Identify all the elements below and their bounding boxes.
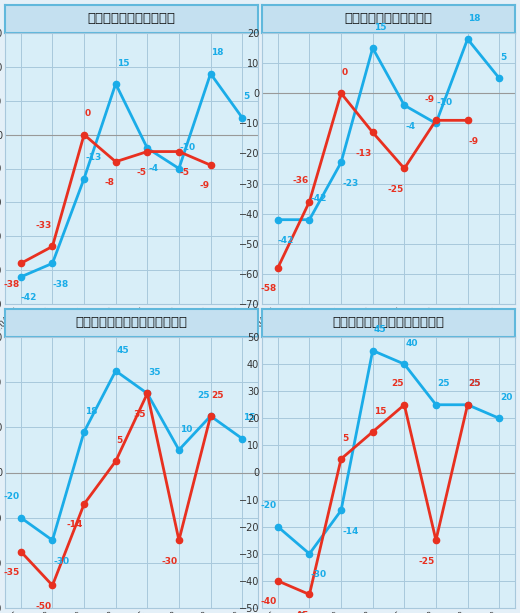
Text: 40: 40 xyxy=(405,339,418,348)
Text: -30: -30 xyxy=(54,557,70,566)
Text: 25: 25 xyxy=(469,379,481,389)
Text: -40: -40 xyxy=(261,597,277,606)
Text: 15: 15 xyxy=(116,59,129,67)
Text: 25: 25 xyxy=(469,379,481,389)
Text: -58: -58 xyxy=(261,284,277,293)
Text: -9: -9 xyxy=(425,95,435,104)
Text: -4: -4 xyxy=(148,164,159,173)
Text: -45: -45 xyxy=(292,611,308,613)
Text: 0: 0 xyxy=(342,68,348,77)
Text: -35: -35 xyxy=(4,568,20,577)
Text: -9: -9 xyxy=(200,181,210,191)
Text: -42: -42 xyxy=(21,293,37,302)
Text: 45: 45 xyxy=(116,346,129,354)
Text: 20: 20 xyxy=(500,393,513,402)
Text: -30: -30 xyxy=(310,570,327,579)
Text: -20: -20 xyxy=(4,492,20,501)
Text: 0: 0 xyxy=(85,109,91,118)
Text: -30: -30 xyxy=(162,557,178,566)
Text: -25: -25 xyxy=(387,185,404,194)
Text: 5: 5 xyxy=(116,436,123,445)
Text: 15: 15 xyxy=(374,23,386,32)
Text: 35: 35 xyxy=(134,409,146,419)
Text: -33: -33 xyxy=(35,221,51,230)
Text: 15: 15 xyxy=(243,413,256,422)
Text: ２－３階建て賃貸住宅受注戸数: ２－３階建て賃貸住宅受注戸数 xyxy=(75,316,188,330)
Text: 18: 18 xyxy=(469,13,481,23)
Text: -13: -13 xyxy=(356,148,372,158)
Text: 15: 15 xyxy=(374,406,386,416)
Text: -42: -42 xyxy=(310,194,327,204)
Text: -5: -5 xyxy=(136,168,146,177)
Text: 戸建て分譲住宅受注戸数: 戸建て分譲住宅受注戸数 xyxy=(87,12,176,26)
Text: -10: -10 xyxy=(180,143,196,152)
Text: -10: -10 xyxy=(437,98,453,107)
Text: 戸建て分譲住宅受注金額: 戸建て分譲住宅受注金額 xyxy=(345,12,433,26)
Text: ２－３階建て賃貸住宅受注金額: ２－３階建て賃貸住宅受注金額 xyxy=(332,316,445,330)
Text: -20: -20 xyxy=(261,501,277,511)
Text: 35: 35 xyxy=(148,368,161,377)
Text: -38: -38 xyxy=(4,280,20,289)
Text: -14: -14 xyxy=(67,520,83,530)
Text: 25: 25 xyxy=(437,379,449,389)
Text: -4: -4 xyxy=(405,121,415,131)
Text: 18: 18 xyxy=(212,48,224,58)
Text: 18: 18 xyxy=(85,406,98,416)
Text: 25: 25 xyxy=(391,379,404,389)
Text: -23: -23 xyxy=(342,179,358,188)
Text: 25: 25 xyxy=(212,390,224,400)
Text: -38: -38 xyxy=(53,280,69,289)
Text: 5: 5 xyxy=(342,433,348,443)
Text: -25: -25 xyxy=(419,557,435,566)
Text: -9: -9 xyxy=(469,137,478,145)
Text: -13: -13 xyxy=(85,153,101,162)
Text: 25: 25 xyxy=(197,390,210,400)
Text: -5: -5 xyxy=(180,168,190,177)
Text: -50: -50 xyxy=(35,602,51,611)
Text: -42: -42 xyxy=(278,236,294,245)
Text: 45: 45 xyxy=(374,326,386,334)
Text: 10: 10 xyxy=(180,425,192,433)
Text: -36: -36 xyxy=(292,177,308,185)
Text: 5: 5 xyxy=(500,53,506,62)
Text: 5: 5 xyxy=(243,93,250,101)
Text: -8: -8 xyxy=(105,178,115,187)
Text: -14: -14 xyxy=(342,527,358,536)
